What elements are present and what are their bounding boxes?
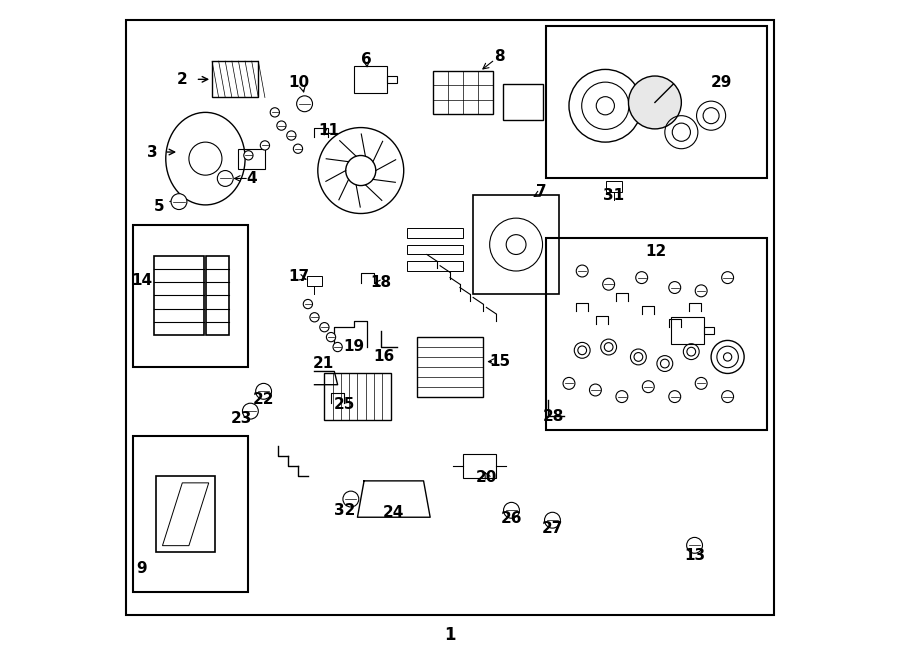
Bar: [407, 245, 464, 254]
Text: 15: 15: [489, 354, 510, 369]
Bar: [671, 317, 705, 344]
Circle shape: [695, 285, 707, 297]
Circle shape: [171, 194, 187, 210]
Circle shape: [327, 332, 336, 342]
Circle shape: [277, 121, 286, 130]
Bar: [705, 327, 715, 334]
Text: 28: 28: [543, 409, 564, 424]
Circle shape: [297, 96, 312, 112]
Text: 32: 32: [334, 503, 355, 518]
Bar: [154, 256, 203, 335]
Text: 24: 24: [383, 505, 404, 520]
Text: 19: 19: [344, 339, 364, 354]
Bar: [464, 454, 496, 478]
Bar: [545, 238, 768, 430]
Text: 16: 16: [374, 350, 394, 364]
Text: 4: 4: [247, 171, 257, 186]
Circle shape: [244, 151, 253, 160]
Circle shape: [695, 377, 707, 389]
Bar: [407, 228, 464, 238]
Circle shape: [544, 512, 561, 528]
Circle shape: [333, 342, 342, 352]
Bar: [355, 66, 387, 93]
Bar: [324, 373, 391, 420]
Text: 12: 12: [645, 244, 667, 258]
Bar: [132, 436, 248, 592]
Bar: [212, 61, 258, 97]
Text: 20: 20: [476, 470, 497, 485]
Text: 21: 21: [312, 356, 334, 371]
Circle shape: [320, 323, 329, 332]
Text: 5: 5: [154, 199, 165, 214]
Bar: [417, 337, 483, 397]
Bar: [156, 476, 215, 553]
Circle shape: [256, 383, 272, 399]
Bar: [307, 276, 322, 286]
Bar: [434, 71, 493, 114]
Circle shape: [217, 171, 233, 186]
Text: 1: 1: [445, 625, 455, 644]
Text: 22: 22: [253, 392, 274, 407]
Text: 7: 7: [536, 184, 546, 199]
Text: 9: 9: [137, 561, 148, 576]
Text: 18: 18: [370, 276, 392, 290]
Circle shape: [628, 76, 681, 129]
Bar: [238, 149, 265, 169]
Bar: [545, 26, 768, 178]
Text: 13: 13: [684, 548, 705, 563]
Circle shape: [310, 313, 320, 322]
Text: 8: 8: [494, 49, 505, 63]
Text: 2: 2: [177, 72, 188, 87]
Text: 27: 27: [542, 522, 563, 536]
Bar: [503, 84, 543, 120]
Text: 14: 14: [131, 274, 152, 288]
Bar: [132, 225, 248, 367]
Circle shape: [343, 491, 359, 507]
Circle shape: [722, 272, 734, 284]
Circle shape: [669, 391, 680, 403]
Circle shape: [635, 272, 648, 284]
Circle shape: [563, 377, 575, 389]
Bar: [407, 261, 464, 271]
Text: 25: 25: [334, 397, 355, 412]
Circle shape: [576, 265, 588, 277]
Circle shape: [260, 141, 269, 150]
Circle shape: [293, 144, 302, 153]
Text: 26: 26: [500, 512, 522, 526]
Circle shape: [503, 502, 519, 518]
Bar: [606, 181, 622, 192]
Circle shape: [287, 131, 296, 140]
Circle shape: [669, 282, 680, 293]
Circle shape: [242, 403, 258, 419]
Bar: [387, 76, 397, 83]
Text: 23: 23: [231, 411, 253, 426]
Circle shape: [616, 391, 628, 403]
Text: 11: 11: [318, 124, 339, 138]
Text: 31: 31: [603, 188, 625, 203]
Circle shape: [603, 278, 615, 290]
Text: 6: 6: [361, 52, 372, 67]
Circle shape: [303, 299, 312, 309]
Text: 3: 3: [148, 145, 157, 159]
Circle shape: [270, 108, 280, 117]
Circle shape: [643, 381, 654, 393]
Text: 17: 17: [289, 270, 310, 284]
Text: 10: 10: [289, 75, 310, 90]
Circle shape: [722, 391, 734, 403]
Bar: [206, 256, 229, 335]
Text: 29: 29: [710, 75, 732, 90]
Circle shape: [687, 537, 703, 553]
Bar: [473, 195, 559, 294]
Circle shape: [590, 384, 601, 396]
